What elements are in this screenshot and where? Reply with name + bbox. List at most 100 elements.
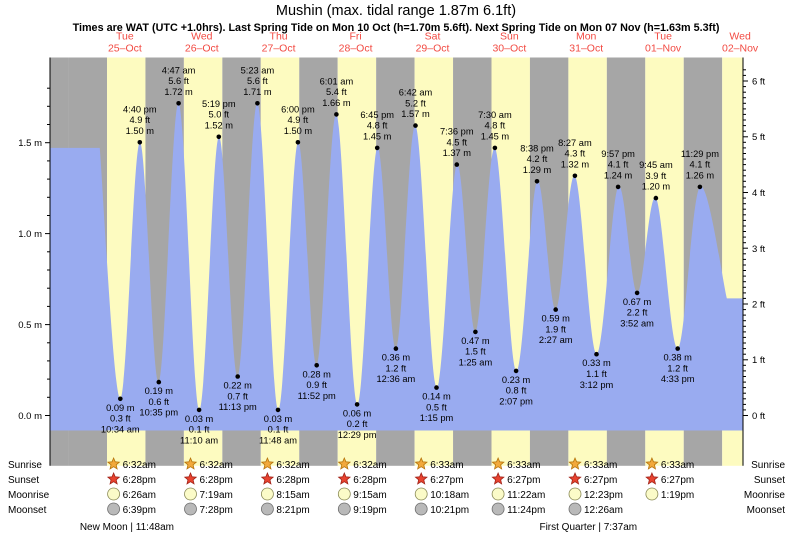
svg-text:4.1 ft: 4.1 ft [690, 160, 711, 170]
svg-text:1.66 m: 1.66 m [322, 98, 351, 108]
svg-text:1.29 m: 1.29 m [523, 165, 552, 175]
svg-text:Mushin (max. tidal range 1.87m: Mushin (max. tidal range 1.87m 6.1ft) [276, 3, 516, 19]
svg-text:0.8 ft: 0.8 ft [506, 386, 527, 396]
svg-text:5.0 ft: 5.0 ft [208, 110, 229, 120]
svg-text:28–Oct: 28–Oct [339, 43, 373, 55]
svg-text:Wed: Wed [191, 31, 213, 43]
svg-text:Sunrise: Sunrise [751, 460, 785, 471]
svg-text:10:18am: 10:18am [430, 490, 469, 501]
svg-text:1:15 pm: 1:15 pm [420, 413, 454, 423]
svg-text:1.1 ft: 1.1 ft [586, 369, 607, 379]
svg-text:6:32am: 6:32am [276, 460, 309, 471]
svg-text:1.9 ft: 1.9 ft [545, 324, 566, 334]
svg-text:2.2 ft: 2.2 ft [627, 308, 648, 318]
svg-text:0.09 m: 0.09 m [106, 403, 135, 413]
svg-text:4.5 ft: 4.5 ft [446, 137, 467, 147]
svg-text:3:52 am: 3:52 am [620, 319, 654, 329]
svg-text:0.2 ft: 0.2 ft [347, 419, 368, 429]
svg-text:12:36 am: 12:36 am [377, 374, 416, 384]
svg-text:1 ft: 1 ft [752, 355, 766, 366]
svg-text:9:45 am: 9:45 am [639, 160, 673, 170]
svg-text:11:10 am: 11:10 am [180, 436, 218, 446]
svg-text:0.3 ft: 0.3 ft [110, 414, 131, 424]
svg-text:6:28pm: 6:28pm [353, 475, 386, 486]
svg-text:29–Oct: 29–Oct [416, 43, 450, 55]
svg-text:6:32am: 6:32am [123, 460, 156, 471]
svg-text:Tue: Tue [116, 31, 134, 43]
svg-text:6:45 pm: 6:45 pm [360, 110, 394, 120]
svg-text:7:28pm: 7:28pm [200, 505, 233, 516]
svg-text:6:33am: 6:33am [507, 460, 540, 471]
svg-text:1.72 m: 1.72 m [164, 87, 193, 97]
svg-text:12:26am: 12:26am [584, 505, 623, 516]
svg-text:27–Oct: 27–Oct [262, 43, 296, 55]
svg-text:6:26am: 6:26am [123, 490, 156, 501]
svg-text:4 ft: 4 ft [752, 188, 766, 199]
svg-text:6:39pm: 6:39pm [123, 505, 156, 516]
svg-text:0.22 m: 0.22 m [223, 381, 252, 391]
svg-text:9:15am: 9:15am [353, 490, 386, 501]
svg-text:0.33 m: 0.33 m [582, 358, 611, 368]
svg-text:Sun: Sun [500, 31, 519, 43]
svg-text:6:01 am: 6:01 am [320, 76, 354, 86]
svg-text:1.20 m: 1.20 m [642, 182, 671, 192]
svg-text:First Quarter | 7:37am: First Quarter | 7:37am [539, 522, 637, 533]
svg-text:5.6 ft: 5.6 ft [247, 76, 268, 86]
svg-text:31–Oct: 31–Oct [569, 43, 603, 55]
svg-text:0.03 m: 0.03 m [185, 414, 214, 424]
svg-text:1.5 m: 1.5 m [18, 138, 42, 149]
svg-text:1.45 m: 1.45 m [481, 132, 510, 142]
svg-text:1.50 m: 1.50 m [284, 126, 313, 136]
svg-text:1:19pm: 1:19pm [661, 490, 694, 501]
svg-text:01–Nov: 01–Nov [645, 43, 682, 55]
svg-text:8:21pm: 8:21pm [276, 505, 309, 516]
svg-text:5.6 ft: 5.6 ft [168, 76, 189, 86]
svg-text:Tue: Tue [654, 31, 672, 43]
svg-text:4.9 ft: 4.9 ft [288, 115, 309, 125]
svg-text:0.1 ft: 0.1 ft [189, 425, 210, 435]
svg-text:26–Oct: 26–Oct [185, 43, 219, 55]
svg-text:New Moon | 11:48am: New Moon | 11:48am [80, 522, 174, 533]
svg-text:6:42 am: 6:42 am [399, 88, 433, 98]
svg-text:Fri: Fri [349, 31, 361, 43]
svg-text:5 ft: 5 ft [752, 132, 766, 143]
svg-text:6:28pm: 6:28pm [200, 475, 233, 486]
svg-text:6:27pm: 6:27pm [661, 475, 694, 486]
svg-text:11:22am: 11:22am [507, 490, 545, 501]
svg-text:1:25 am: 1:25 am [459, 358, 493, 368]
svg-text:Moonrise: Moonrise [744, 490, 786, 501]
svg-text:2:07 pm: 2:07 pm [499, 397, 533, 407]
svg-text:0.47 m: 0.47 m [461, 336, 490, 346]
svg-text:1.2 ft: 1.2 ft [667, 363, 688, 373]
svg-text:5.4 ft: 5.4 ft [326, 87, 347, 97]
svg-text:7:19am: 7:19am [200, 490, 233, 501]
svg-text:0.36 m: 0.36 m [382, 353, 411, 363]
svg-text:5:19 pm: 5:19 pm [202, 99, 236, 109]
svg-text:6:28pm: 6:28pm [123, 475, 156, 486]
svg-text:4.8 ft: 4.8 ft [485, 121, 506, 131]
svg-text:6:27pm: 6:27pm [430, 475, 463, 486]
svg-text:0.59 m: 0.59 m [541, 314, 570, 324]
svg-text:0.6 ft: 0.6 ft [148, 397, 169, 407]
svg-text:Sunset: Sunset [754, 475, 785, 486]
svg-text:0 ft: 0 ft [752, 411, 766, 422]
svg-text:Times are WAT (UTC +1.0hrs). L: Times are WAT (UTC +1.0hrs). Last Spring… [73, 22, 720, 34]
svg-text:0.23 m: 0.23 m [502, 375, 531, 385]
svg-text:Wed: Wed [729, 31, 751, 43]
svg-text:0.9 ft: 0.9 ft [306, 380, 327, 390]
svg-text:1.2 ft: 1.2 ft [386, 363, 407, 373]
svg-text:0.14 m: 0.14 m [422, 392, 451, 402]
svg-text:11:13 pm: 11:13 pm [219, 402, 257, 412]
svg-text:Mon: Mon [576, 31, 597, 43]
svg-text:6:32am: 6:32am [353, 460, 386, 471]
svg-text:Thu: Thu [270, 31, 288, 43]
svg-text:5.2 ft: 5.2 ft [405, 98, 426, 108]
svg-text:1.71 m: 1.71 m [243, 87, 272, 97]
svg-text:1.24 m: 1.24 m [604, 171, 633, 181]
svg-text:1.0 m: 1.0 m [18, 229, 42, 240]
svg-text:10:21pm: 10:21pm [430, 505, 469, 516]
svg-text:Moonrise: Moonrise [8, 490, 50, 501]
svg-text:0.28 m: 0.28 m [302, 369, 331, 379]
svg-text:0.0 m: 0.0 m [18, 411, 42, 422]
svg-text:0.1 ft: 0.1 ft [268, 425, 289, 435]
